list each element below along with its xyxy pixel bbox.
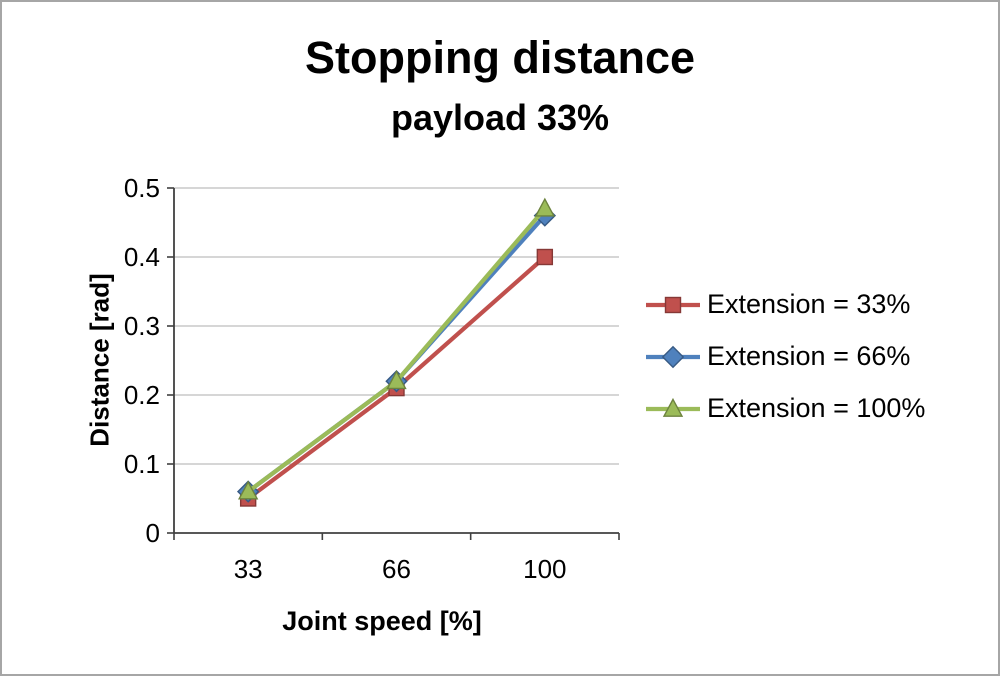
legend-label: Extension = 66% [707, 341, 911, 371]
svg-text:0.1: 0.1 [124, 449, 160, 479]
svg-text:0.2: 0.2 [124, 380, 160, 410]
svg-text:0.5: 0.5 [124, 177, 160, 203]
chart-subtitle: payload 33% [390, 97, 610, 138]
legend-square-marker-icon [646, 296, 700, 313]
svg-text:0: 0 [146, 518, 160, 548]
legend-diamond-marker-icon [646, 345, 700, 368]
svg-text:33: 33 [234, 554, 263, 584]
plot-area: 0 0.1 0.2 0.3 0.4 0.5 33 66 100 [124, 177, 620, 584]
legend-label: Extension = 100% [707, 393, 926, 423]
svg-text:0.4: 0.4 [124, 242, 160, 272]
svg-text:66: 66 [382, 554, 411, 584]
legend-item: Extension = 100% [646, 389, 925, 428]
chart-title: Stopping distance [304, 32, 695, 83]
legend-triangle-marker-icon [646, 397, 700, 417]
legend: Extension = 33% Extension = 66% Extension … [646, 285, 925, 428]
legend-label: Extension = 33% [707, 289, 911, 319]
svg-text:0.3: 0.3 [124, 311, 160, 341]
legend-item: Extension = 66% [646, 337, 925, 376]
x-axis-title: Joint speed [%] [282, 606, 482, 636]
svg-text:100: 100 [523, 554, 566, 584]
legend-item: Extension = 33% [646, 285, 925, 324]
